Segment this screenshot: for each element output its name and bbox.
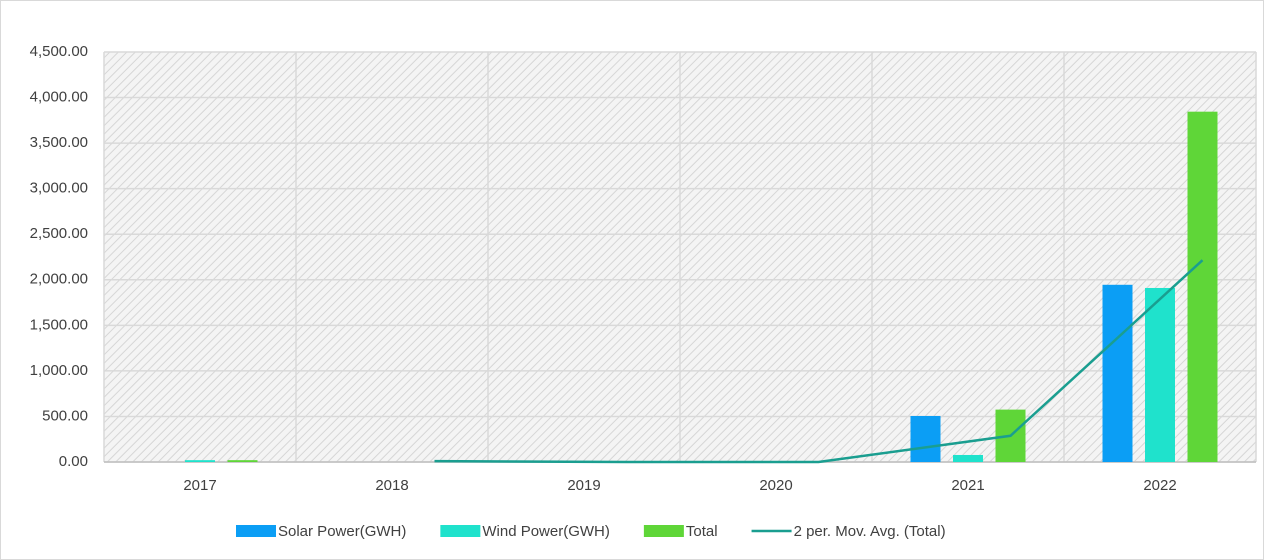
legend-label: Solar Power(GWH) bbox=[278, 523, 406, 540]
x-tick-label: 2020 bbox=[759, 477, 792, 494]
y-tick-label: 4,500.00 bbox=[30, 43, 88, 60]
y-tick-label: 1,500.00 bbox=[30, 316, 88, 333]
x-tick-label: 2017 bbox=[183, 477, 216, 494]
bar bbox=[1145, 287, 1175, 462]
bar bbox=[953, 454, 983, 462]
x-tick-label: 2018 bbox=[375, 477, 408, 494]
bar bbox=[1102, 284, 1133, 462]
bar bbox=[1187, 111, 1218, 462]
y-tick-label: 2,000.00 bbox=[30, 271, 88, 288]
y-tick-label: 1,000.00 bbox=[30, 362, 88, 379]
x-tick-label: 2021 bbox=[951, 477, 984, 494]
x-tick-label: 2019 bbox=[567, 477, 600, 494]
y-tick-label: 500.00 bbox=[42, 407, 88, 424]
y-tick-label: 2,500.00 bbox=[30, 225, 88, 242]
y-tick-label: 3,500.00 bbox=[30, 134, 88, 151]
bar bbox=[227, 460, 258, 462]
y-tick-label: 4,000.00 bbox=[30, 89, 88, 106]
bar bbox=[185, 460, 215, 462]
y-tick-label: 3,000.00 bbox=[30, 180, 88, 197]
y-tick-label: 0.00 bbox=[59, 453, 88, 470]
moving-average-line bbox=[434, 259, 1204, 464]
x-tick-label: 2022 bbox=[1143, 477, 1176, 494]
legend-swatch bbox=[236, 525, 276, 537]
legend-swatch bbox=[643, 525, 684, 537]
legend-label: 2 per. Mov. Avg. (Total) bbox=[794, 523, 946, 540]
legend-swatch bbox=[440, 525, 481, 537]
legend-label: Wind Power(GWH) bbox=[482, 523, 610, 540]
bar bbox=[910, 415, 941, 462]
legend-label: Total bbox=[686, 523, 718, 540]
